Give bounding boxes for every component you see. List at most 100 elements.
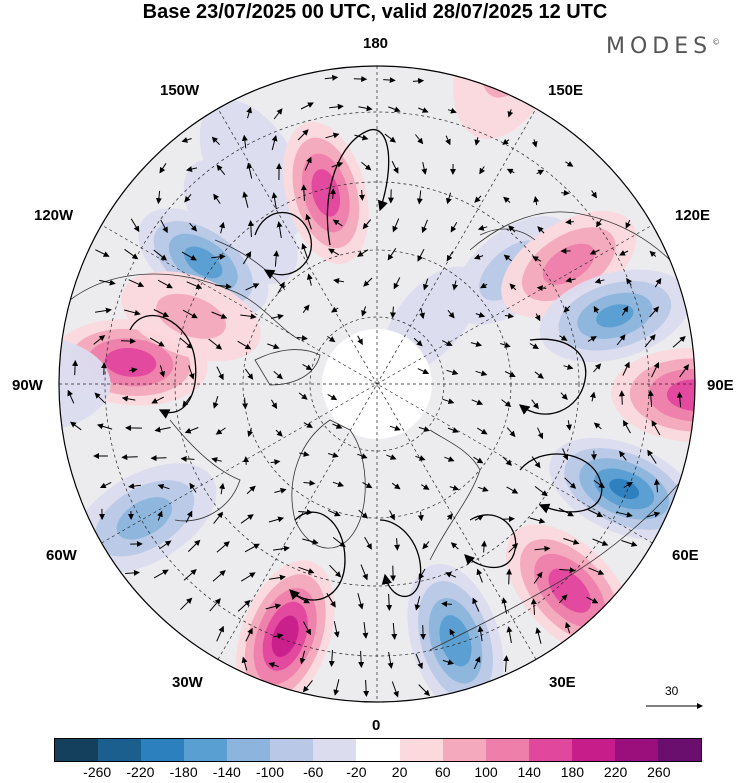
wind-arrow — [449, 484, 460, 491]
wind-arrow — [506, 568, 513, 585]
wind-arrow — [502, 515, 515, 522]
wind-arrow — [270, 459, 281, 466]
wind-arrow — [587, 336, 597, 342]
wind-arrow — [121, 395, 136, 402]
wind-arrow — [179, 337, 193, 349]
wind-arrow — [441, 340, 453, 346]
lon-label-30e: 30E — [549, 674, 576, 691]
wind-arrow — [354, 134, 369, 141]
wind-arrow — [414, 596, 421, 611]
wind-arrow — [477, 625, 484, 642]
wind-arrow — [563, 364, 574, 370]
wind-arrow — [559, 335, 568, 341]
wind-arrow — [273, 250, 280, 267]
wind-arrow — [364, 536, 372, 550]
colorbar-tick-label: -260 — [83, 764, 112, 780]
graticule — [59, 66, 695, 702]
wind-arrow — [672, 336, 686, 348]
wind-arrow — [621, 305, 629, 316]
wind-arrow — [391, 681, 399, 698]
wind-arrow — [247, 427, 254, 438]
wind-arrow — [215, 427, 226, 435]
colorbar-swatch — [98, 739, 142, 761]
wind-arrow — [273, 371, 283, 380]
wind-arrow — [244, 543, 260, 553]
wind-arrow — [357, 335, 363, 346]
wind-arrow — [475, 370, 488, 377]
wind-arrow — [327, 509, 341, 517]
wind-arrow — [270, 399, 278, 410]
colorbar-tick-label: 100 — [474, 764, 498, 780]
wind-arrow — [124, 309, 141, 316]
wind-arrow — [565, 218, 574, 225]
wind-arrow — [277, 281, 285, 294]
wind-arrow — [534, 313, 541, 322]
wind-arrow — [215, 283, 232, 290]
wind-arrow — [418, 107, 429, 113]
wind-arrow — [362, 219, 372, 230]
lon-label-150w: 150W — [160, 82, 200, 99]
wind-arrow — [529, 517, 546, 524]
wind-arrow — [273, 108, 283, 120]
wind-arrow — [416, 190, 423, 205]
wind-arrow — [534, 486, 548, 497]
wind-arrow — [358, 509, 369, 519]
wind-arrow — [95, 249, 110, 257]
wind-arrow — [445, 572, 457, 578]
wind-arrow — [422, 278, 429, 291]
wind-arrow — [275, 429, 283, 437]
wind-arrow — [447, 309, 455, 319]
wind-arrow — [531, 399, 539, 410]
wind-arrow — [301, 243, 308, 259]
wind-arrow — [304, 156, 312, 171]
wind-arrow — [213, 511, 224, 524]
wind-arrow — [447, 107, 457, 114]
colorbar-swatch — [442, 739, 486, 761]
wind-arrow — [537, 226, 545, 234]
wind-arrow — [298, 566, 315, 574]
wind-arrow — [153, 249, 168, 261]
wind-arrow — [506, 626, 513, 643]
coastline-greenland — [291, 419, 366, 549]
wind-arrow — [245, 627, 253, 642]
wind-arrow — [242, 397, 249, 410]
wind-arrow — [151, 396, 165, 404]
anomaly-contour — [156, 293, 226, 339]
wind-arrow — [213, 193, 221, 204]
wind-arrow — [616, 334, 626, 346]
wind-arrow — [269, 574, 286, 581]
wind-arrow — [383, 77, 396, 84]
latitude-circle-60n — [174, 181, 580, 587]
wind-arrow — [506, 486, 519, 494]
wind-arrow — [559, 567, 576, 574]
wind-arrow — [328, 649, 335, 667]
wind-arrow — [159, 163, 167, 174]
wind-arrow — [327, 393, 338, 401]
wind-arrow — [188, 365, 195, 380]
wind-arrow — [561, 189, 570, 196]
wind-arrow — [474, 515, 484, 521]
wind-arrow — [363, 277, 373, 287]
wind-arrow — [449, 628, 456, 637]
wind-arrow — [506, 168, 515, 175]
wind-arrow — [592, 538, 609, 546]
wind-arrow — [211, 311, 228, 319]
wind-arrow — [265, 603, 282, 610]
wind-arrow — [270, 313, 284, 320]
meridian-60w-120e — [101, 224, 653, 544]
wind-arrow — [507, 109, 514, 118]
streamline-europe — [464, 514, 517, 568]
wind-arrow — [242, 191, 249, 208]
wind-arrow — [679, 364, 689, 378]
wind-arrow — [240, 514, 254, 524]
wind-arrow — [128, 483, 141, 490]
wind-arrow — [155, 190, 162, 205]
wind-arrow — [297, 129, 309, 141]
streamline-canada — [129, 314, 197, 419]
wind-arrow — [445, 135, 451, 146]
wind-arrow — [359, 190, 365, 201]
wind-arrow — [418, 684, 431, 697]
wind-arrow — [129, 367, 138, 374]
wind-arrow — [332, 219, 343, 227]
wind-arrow — [415, 455, 426, 461]
